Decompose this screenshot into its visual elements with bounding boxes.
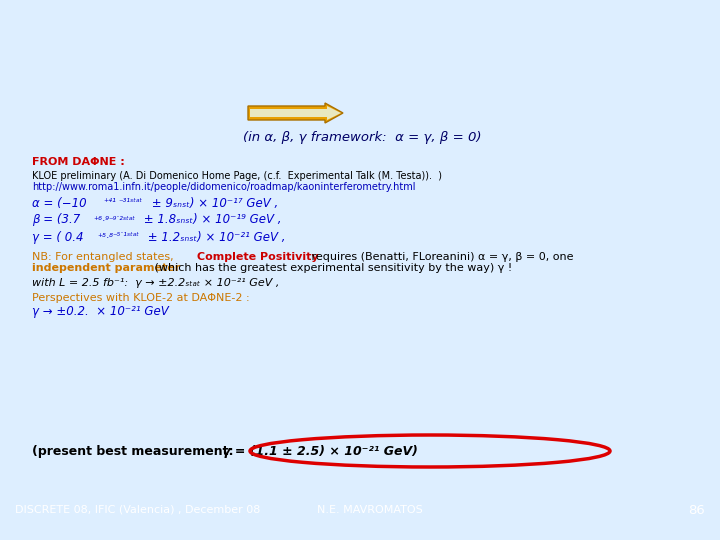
Text: γ = (1.1 ± 2.5) × 10⁻²¹ GeV): γ = (1.1 ± 2.5) × 10⁻²¹ GeV) [222, 444, 418, 457]
Text: ⁺⁶·⁹: ⁺⁶·⁹ [93, 215, 109, 225]
Text: β = (3.7: β = (3.7 [32, 213, 80, 226]
Text: Neutral Kaon Entangled States: Neutral Kaon Entangled States [168, 35, 653, 63]
Text: Complete Positivity: Complete Positivity [30, 96, 228, 114]
Text: Decoherence matrix: Decoherence matrix [30, 116, 234, 134]
Text: γ = ( 0.4: γ = ( 0.4 [32, 231, 84, 244]
Text: N.E. MAVROMATOS: N.E. MAVROMATOS [317, 505, 423, 515]
Text: (present best measurement:: (present best measurement: [32, 444, 233, 457]
Text: α = (−10: α = (−10 [32, 197, 86, 210]
Text: ♦: ♦ [14, 101, 29, 119]
Text: 86: 86 [688, 503, 705, 516]
Text: independent parameter: independent parameter [32, 263, 180, 273]
Text: NB: For entangled states,: NB: For entangled states, [32, 252, 177, 262]
Text: ₋₅·₁ₛₜₐₜ: ₋₅·₁ₛₜₐₜ [112, 230, 139, 239]
FancyBboxPatch shape [22, 150, 698, 475]
Text: (which has the greatest experimental sensitivity by the way) γ !: (which has the greatest experimental sen… [151, 263, 512, 273]
Text: ± 1.8ₛₙₛₜ) × 10⁻¹⁹ GeV ,: ± 1.8ₛₙₛₜ) × 10⁻¹⁹ GeV , [140, 213, 282, 226]
Text: ⁺⁵·⁸: ⁺⁵·⁸ [97, 232, 113, 242]
Text: DISCRETE 08, IFIC (Valencia) , December 08: DISCRETE 08, IFIC (Valencia) , December … [15, 505, 261, 515]
Text: requires (Benatti, FLoreanini) α = γ, β = 0, one: requires (Benatti, FLoreanini) α = γ, β … [308, 252, 574, 262]
Text: FROM DAΦNE :: FROM DAΦNE : [32, 157, 125, 167]
Text: ± 1.2ₛₙₛₜ) × 10⁻²¹ GeV ,: ± 1.2ₛₙₛₜ) × 10⁻²¹ GeV , [144, 231, 286, 244]
Text: (in α, β, γ framework:  α = γ, β = 0): (in α, β, γ framework: α = γ, β = 0) [243, 131, 482, 144]
Text: with L = 2.5 fb⁻¹:  γ → ±2.2ₛₜₐₜ × 10⁻²¹ GeV ,: with L = 2.5 fb⁻¹: γ → ±2.2ₛₜₐₜ × 10⁻²¹ … [32, 278, 279, 288]
Text: ₋₉·₂ₛₜₐₜ: ₋₉·₂ₛₜₐₜ [108, 213, 135, 221]
Text: Perspectives with KLOE-2 at DAΦNE-2 :: Perspectives with KLOE-2 at DAΦNE-2 : [32, 293, 250, 303]
FancyBboxPatch shape [112, 30, 710, 67]
FancyArrow shape [250, 106, 341, 120]
Text: Complete Positivity: Complete Positivity [197, 252, 319, 262]
Bar [0, 476, 720, 482]
Bar [0, 67, 720, 80]
Text: http://www.roma1.infn.it/people/didomenico/roadmap/kaoninterferometry.html: http://www.roma1.infn.it/people/didomeni… [32, 182, 415, 192]
Text: ₋₃₁ₛₜₐₜ: ₋₃₁ₛₜₐₜ [118, 195, 142, 205]
Text: ⁺⁴¹: ⁺⁴¹ [103, 198, 116, 208]
Text: Different parametrization of: Different parametrization of [365, 91, 631, 109]
FancyArrow shape [248, 103, 343, 123]
Text: KLOE preliminary (A. Di Domenico Home Page, (c.f.  Experimental Talk (M. Testa)): KLOE preliminary (A. Di Domenico Home Pa… [32, 171, 442, 181]
Text: (Benatti-Floreanini): (Benatti-Floreanini) [310, 113, 495, 131]
Bar [0, 80, 720, 230]
Text: ± 9ₛₙₛₜ) × 10⁻¹⁷ GeV ,: ± 9ₛₙₛₜ) × 10⁻¹⁷ GeV , [148, 197, 278, 210]
Text: γ → ±0.2.  × 10⁻²¹ GeV: γ → ±0.2. × 10⁻²¹ GeV [32, 306, 168, 319]
